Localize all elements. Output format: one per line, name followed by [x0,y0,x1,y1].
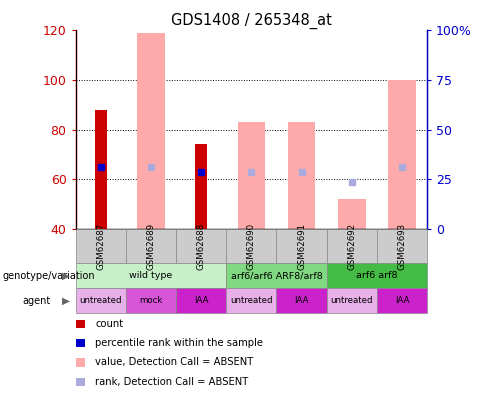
Text: rank, Detection Call = ABSENT: rank, Detection Call = ABSENT [95,377,248,387]
Text: untreated: untreated [230,296,273,305]
Bar [238,122,265,229]
Text: genotype/variation: genotype/variation [2,271,95,281]
Text: GSM62692: GSM62692 [347,222,356,270]
Bar [195,145,207,229]
Text: arf6 arf8: arf6 arf8 [356,271,398,280]
Text: GSM62689: GSM62689 [146,222,156,270]
Text: untreated: untreated [330,296,373,305]
Title: GDS1408 / 265348_at: GDS1408 / 265348_at [171,13,332,29]
Text: ▶: ▶ [62,271,70,281]
Text: GSM62688: GSM62688 [197,222,205,270]
Text: GSM62691: GSM62691 [297,222,306,270]
Text: GSM62690: GSM62690 [247,222,256,270]
Text: wild type: wild type [129,271,173,280]
Text: GSM62687: GSM62687 [96,222,105,270]
Text: untreated: untreated [80,296,122,305]
Bar [95,110,107,229]
Bar [388,80,416,229]
Text: percentile rank within the sample: percentile rank within the sample [95,338,263,348]
Text: count: count [95,319,123,328]
Text: arf6/arf6 ARF8/arf8: arf6/arf6 ARF8/arf8 [230,271,322,280]
Bar [338,199,366,229]
Bar [288,122,315,229]
Text: IAA: IAA [194,296,208,305]
Text: IAA: IAA [294,296,309,305]
Text: mock: mock [139,296,163,305]
Text: value, Detection Call = ABSENT: value, Detection Call = ABSENT [95,358,253,367]
Text: IAA: IAA [395,296,409,305]
Bar [137,33,165,229]
Text: agent: agent [22,296,50,306]
Text: GSM62693: GSM62693 [397,222,407,270]
Text: ▶: ▶ [62,296,70,306]
